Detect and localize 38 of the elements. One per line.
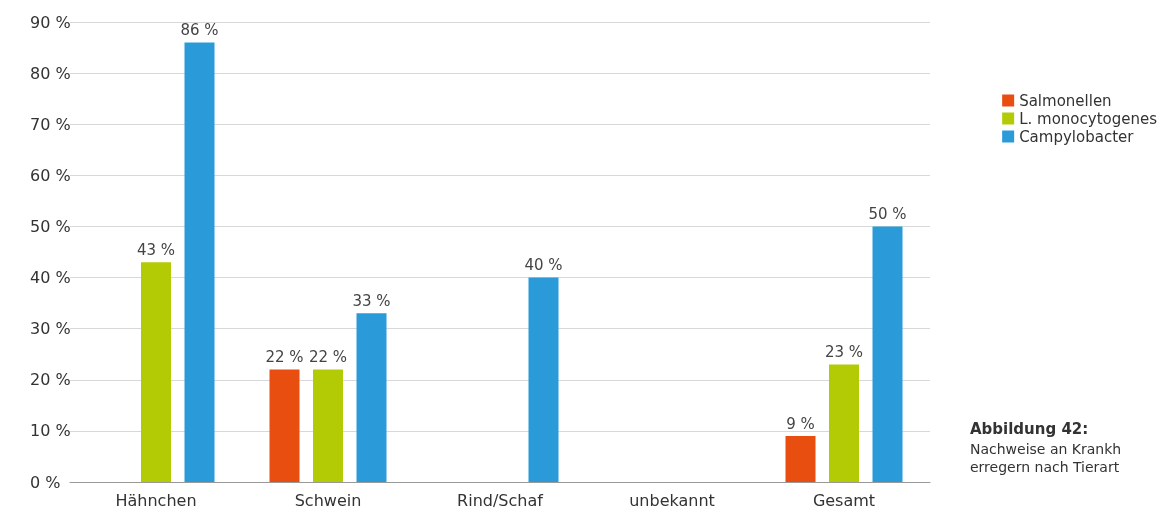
y-tick-label: 80 % bbox=[30, 63, 71, 83]
data-label: 86 % bbox=[180, 20, 219, 39]
data-label: 50 % bbox=[868, 204, 907, 223]
data-label: 22 % bbox=[265, 348, 304, 367]
bar bbox=[829, 364, 859, 482]
x-tick-label: Schwein bbox=[294, 490, 362, 510]
x-tick-label: Rind/Schaf bbox=[457, 490, 544, 510]
bar bbox=[528, 277, 559, 482]
x-tick-label: Hähnchen bbox=[115, 490, 197, 510]
y-tick-label: 20 % bbox=[30, 370, 71, 390]
data-label: 22 % bbox=[308, 348, 348, 367]
bar bbox=[141, 262, 171, 482]
data-label: 33 % bbox=[352, 291, 391, 310]
y-tick-label: 60 % bbox=[30, 165, 71, 185]
text: Abbildung 42: bbox=[970, 420, 1089, 438]
legend-label: Salmonellen bbox=[1019, 91, 1112, 110]
bar bbox=[269, 369, 300, 482]
y-tick-label: 40 % bbox=[30, 268, 71, 288]
legend-label: Campylobacter bbox=[1019, 127, 1135, 146]
data-label: 23 % bbox=[824, 342, 864, 361]
legend-label: L. monocytogenes bbox=[1019, 109, 1158, 128]
bar bbox=[184, 42, 215, 482]
data-label: 43 % bbox=[136, 240, 176, 259]
bar bbox=[785, 436, 816, 482]
y-tick-label: 10 % bbox=[30, 421, 71, 441]
y-tick-label: 50 % bbox=[30, 216, 71, 236]
bar bbox=[872, 226, 903, 482]
data-label: 40 % bbox=[524, 256, 563, 275]
x-tick-label: Gesamt bbox=[812, 490, 876, 510]
text: Nachweise an Krankh erregern nach Tierart bbox=[970, 441, 1122, 475]
data-label: 9 % bbox=[786, 414, 815, 433]
y-tick-label: 90 % bbox=[30, 12, 71, 32]
y-tick-label: 70 % bbox=[30, 114, 71, 134]
y-tick-label: 30 % bbox=[30, 319, 71, 339]
y-tick-label: 0 % bbox=[30, 472, 61, 492]
x-tick-label: unbekannt bbox=[629, 490, 715, 510]
bar bbox=[313, 369, 343, 482]
bar bbox=[356, 313, 387, 482]
